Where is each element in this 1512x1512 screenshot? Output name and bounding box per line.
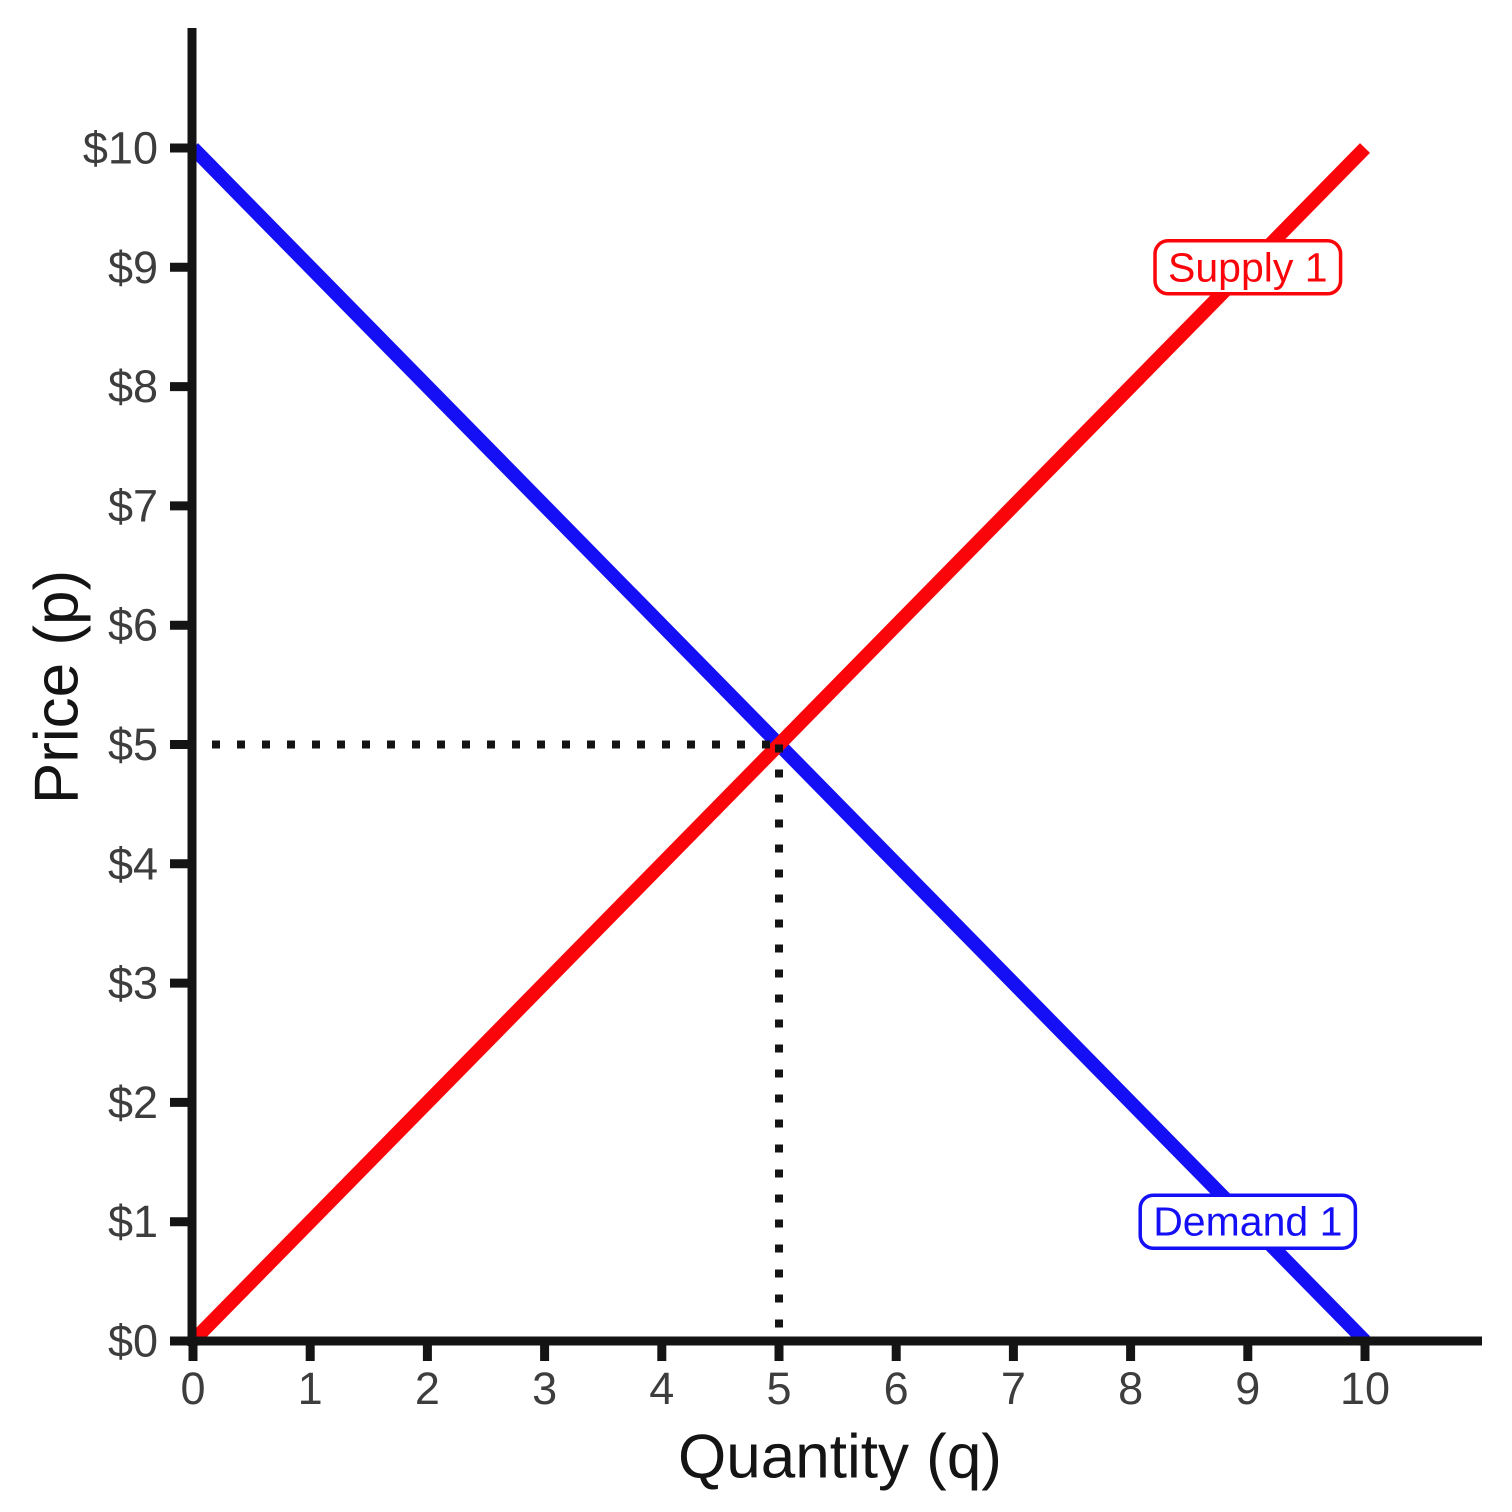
x-tick-label: 10 — [1340, 1363, 1390, 1414]
supply-label-box — [1153, 239, 1343, 296]
x-tick-label: 9 — [1235, 1363, 1260, 1414]
y-axis-title: Price (p) — [23, 570, 92, 804]
x-tick-label: 7 — [1001, 1363, 1026, 1414]
y-tick-label: $0 — [108, 1316, 158, 1367]
x-tick-label: 0 — [180, 1363, 205, 1414]
demand-label-text: Demand 1 — [1153, 1199, 1342, 1245]
supply-label[interactable]: Supply 1 — [1153, 239, 1343, 296]
y-tick-label: $5 — [108, 719, 158, 770]
y-tick-label: $3 — [108, 958, 158, 1009]
y-tick-label: $2 — [108, 1077, 158, 1128]
y-tick-label: $8 — [108, 361, 158, 412]
y-tick-label: $7 — [108, 480, 158, 531]
x-tick-label: 4 — [649, 1363, 674, 1414]
y-tick-label: $10 — [83, 123, 158, 174]
y-tick-label: $9 — [108, 242, 158, 293]
y-tick-label: $4 — [108, 838, 158, 889]
x-tick-label: 2 — [415, 1363, 440, 1414]
demand-label-box — [1138, 1193, 1358, 1250]
y-tick-label: $6 — [108, 600, 158, 651]
x-tick-label: 3 — [532, 1363, 557, 1414]
y-tick-label: $1 — [108, 1196, 158, 1247]
supply-label-text: Supply 1 — [1168, 244, 1328, 290]
x-tick-label: 6 — [884, 1363, 909, 1414]
x-tick-label: 5 — [766, 1363, 791, 1414]
x-tick-label: 1 — [298, 1363, 323, 1414]
demand-label[interactable]: Demand 1 — [1138, 1193, 1358, 1250]
x-axis-title: Quantity (q) — [678, 1423, 1002, 1492]
x-tick-label: 8 — [1118, 1363, 1143, 1414]
